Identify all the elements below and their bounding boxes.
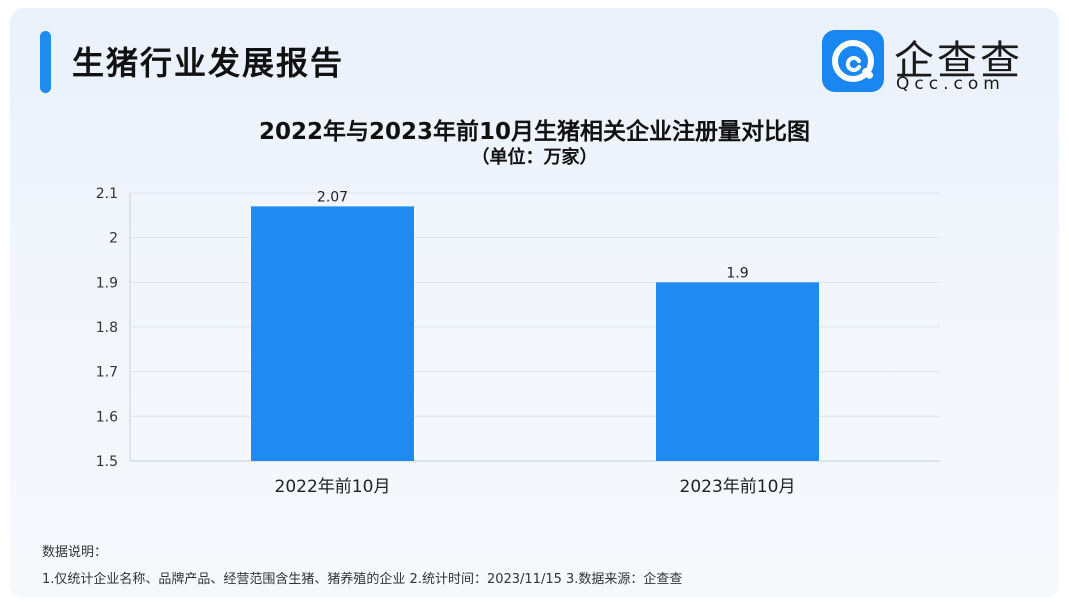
report-title: 生猪行业发展报告 (72, 44, 345, 82)
logo-english-text: Qcc.com (896, 74, 1005, 94)
y-tick-label: 1.6 (96, 409, 118, 425)
y-tick-label: 2.1 (96, 186, 118, 202)
qcc-logo: 企查查 Qcc.com (822, 30, 1022, 96)
chart-subtitle: （单位：万家） (471, 147, 598, 168)
y-tick-label: 1.5 (96, 454, 118, 470)
notes-text: 1.仅统计企业名称、品牌产品、经营范围含生猪、猪养殖的企业 2.统计时间：202… (42, 572, 683, 587)
chart-title: 2022年与2023年前10月生猪相关企业注册量对比图 (258, 119, 811, 145)
bar (656, 282, 819, 461)
y-tick-label: 1.7 (96, 365, 118, 381)
x-tick-label: 2022年前10月 (275, 477, 391, 497)
x-tick-label: 2023年前10月 (680, 477, 796, 497)
data-label: 1.9 (726, 265, 748, 281)
y-tick-label: 2 (109, 231, 118, 247)
report-card (10, 8, 1059, 598)
y-tick-label: 1.8 (96, 320, 118, 336)
notes-heading: 数据说明： (42, 545, 108, 560)
qcc-logo-icon (822, 30, 884, 92)
data-label: 2.07 (317, 189, 348, 205)
title-accent-bar (40, 31, 51, 93)
bar (251, 206, 414, 461)
y-tick-label: 1.9 (96, 275, 118, 291)
logo-chinese-text: 企查查 (894, 38, 1023, 84)
